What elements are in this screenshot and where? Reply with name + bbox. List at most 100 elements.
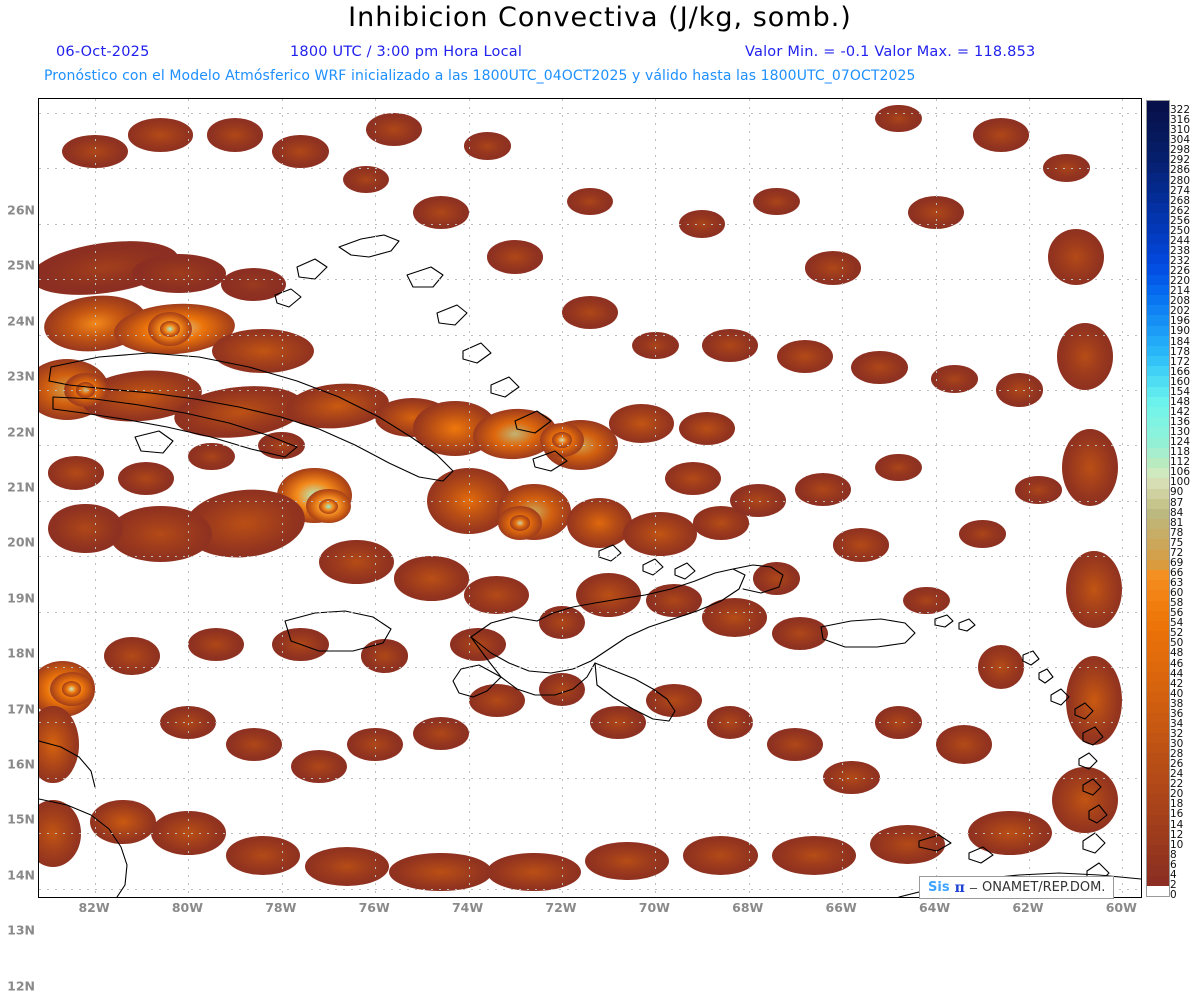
- colorbar-tick: 90: [1170, 486, 1184, 499]
- colorbar-swatch: [1147, 305, 1169, 316]
- colorbar-tick: 136: [1170, 415, 1191, 428]
- colorbar-swatch: [1147, 539, 1169, 550]
- colorbar-tick: 160: [1170, 375, 1191, 388]
- x-tick-label: 82W: [78, 900, 110, 915]
- colorbar-tick: 63: [1170, 576, 1184, 589]
- colorbar-tick: 4: [1170, 868, 1177, 881]
- colorbar-swatch: [1147, 753, 1169, 764]
- colorbar-swatch: [1147, 223, 1169, 234]
- colorbar-tick: 28: [1170, 747, 1184, 760]
- graticule-parallel: [39, 168, 1141, 170]
- graticule-parallel: [39, 722, 1141, 724]
- colorbar-tick: 42: [1170, 677, 1184, 690]
- colorbar-swatch: [1147, 335, 1169, 346]
- colorbar-tick: 69: [1170, 556, 1184, 569]
- colorbar-swatch: [1147, 457, 1169, 469]
- colorbar-tick: 130: [1170, 425, 1191, 438]
- colorbar-swatch: [1147, 478, 1169, 489]
- colorbar-tick: 48: [1170, 647, 1184, 660]
- colorbar-swatch: [1147, 845, 1169, 856]
- y-tick-label: 19N: [7, 590, 35, 606]
- colorbar-tick: 220: [1170, 274, 1191, 287]
- colorbar-tick: 202: [1170, 305, 1191, 318]
- colorbar-swatch: [1147, 162, 1169, 173]
- colorbar-tick: 32: [1170, 727, 1184, 740]
- graticule-parallel: [39, 611, 1141, 613]
- colorbar-swatch: [1147, 712, 1169, 723]
- colorbar-tick: 66: [1170, 566, 1184, 579]
- colorbar-swatch: [1147, 396, 1169, 407]
- colorbar-swatch: [1147, 182, 1169, 194]
- y-tick-label: 15N: [7, 811, 35, 827]
- y-tick-label: 26N: [7, 202, 35, 218]
- colorbar-tick: 292: [1170, 154, 1191, 167]
- colorbar-swatch: [1147, 172, 1169, 183]
- colorbar-tick: 50: [1170, 637, 1184, 650]
- colorbar-swatch: [1147, 274, 1169, 285]
- colorbar-swatch: [1147, 111, 1169, 122]
- colorbar-swatch: [1147, 834, 1169, 846]
- colorbar-tick: 250: [1170, 224, 1191, 237]
- x-tick-label: 66W: [825, 900, 857, 915]
- colorbar-swatch: [1147, 376, 1169, 387]
- graticule-parallel: [39, 500, 1141, 502]
- x-tick-label: 78W: [265, 900, 297, 915]
- page-title: Inhibicion Convectiva (J/kg, somb.): [348, 2, 852, 33]
- colorbar-swatch: [1147, 152, 1169, 163]
- graticule-parallel: [39, 112, 1141, 114]
- y-axis: 26N 25N 24N 23N 22N 21N 20N 19N 18N 17N 16N 15N 14N 1…: [0, 98, 36, 993]
- colorbar-swatch: [1147, 773, 1169, 784]
- colorbar-tick: 244: [1170, 234, 1191, 247]
- graticule-meridian: [561, 99, 563, 897]
- colorbar-swatch: [1147, 651, 1169, 662]
- graticule-parallel: [39, 445, 1141, 447]
- x-tick-label: 76W: [358, 900, 390, 915]
- colorbar-tick: 10: [1170, 838, 1184, 851]
- graticule-parallel: [39, 777, 1141, 779]
- x-tick-label: 68W: [732, 900, 764, 915]
- colorbar-swatch: [1147, 804, 1169, 815]
- y-tick-label: 23N: [7, 368, 35, 384]
- colorbar-swatch: [1147, 824, 1169, 835]
- colorbar-tick: 208: [1170, 295, 1191, 308]
- attribution-logo: Sis π – ONAMET/REP.DOM.: [919, 876, 1115, 899]
- colorbar-tick: 87: [1170, 496, 1184, 509]
- colorbar-tick: 44: [1170, 667, 1184, 680]
- colorbar-swatch: [1147, 244, 1169, 255]
- colorbar-tick: 112: [1170, 456, 1191, 469]
- colorbar-swatch: [1147, 733, 1169, 744]
- colorbar-swatch: [1147, 366, 1169, 377]
- colorbar-tick: 84: [1170, 506, 1184, 519]
- logo-organization: ONAMET/REP.DOM.: [982, 880, 1106, 895]
- graticule-meridian: [1122, 99, 1124, 897]
- colorbar-tick: 60: [1170, 586, 1184, 599]
- colorbar-tick: 280: [1170, 174, 1191, 187]
- colorbar-swatch: [1147, 794, 1169, 805]
- colorbar-swatch: [1147, 447, 1169, 458]
- y-tick-label: 12N: [7, 978, 35, 993]
- colorbar-swatch: [1147, 101, 1169, 112]
- colorbar-swatch: [1147, 508, 1169, 520]
- colorbar-swatch: [1147, 865, 1169, 876]
- colorbar-tick: 166: [1170, 365, 1191, 378]
- colorbar-tick: 274: [1170, 184, 1191, 197]
- colorbar-swatch: [1147, 131, 1169, 143]
- colorbar-tick: 298: [1170, 144, 1191, 157]
- colorbar-tick: 178: [1170, 345, 1191, 358]
- colorbar-swatch: [1147, 427, 1169, 438]
- colorbar-tick: 190: [1170, 325, 1191, 338]
- colorbar-tick: 6: [1170, 858, 1177, 871]
- y-tick-label: 18N: [7, 645, 35, 661]
- colorbar-swatch: [1147, 549, 1169, 560]
- colorbar-tick: 56: [1170, 606, 1184, 619]
- graticule-parallel: [39, 667, 1141, 669]
- colorbar-swatch: [1147, 529, 1169, 540]
- colorbar-tick: 12: [1170, 828, 1184, 841]
- colorbar-tick: 72: [1170, 546, 1184, 559]
- colorbar-swatch: [1147, 519, 1169, 530]
- colorbar-swatch: [1147, 264, 1169, 275]
- colorbar-tick: 54: [1170, 617, 1184, 630]
- colorbar-swatch: [1147, 559, 1169, 570]
- graticule-meridian: [655, 99, 657, 897]
